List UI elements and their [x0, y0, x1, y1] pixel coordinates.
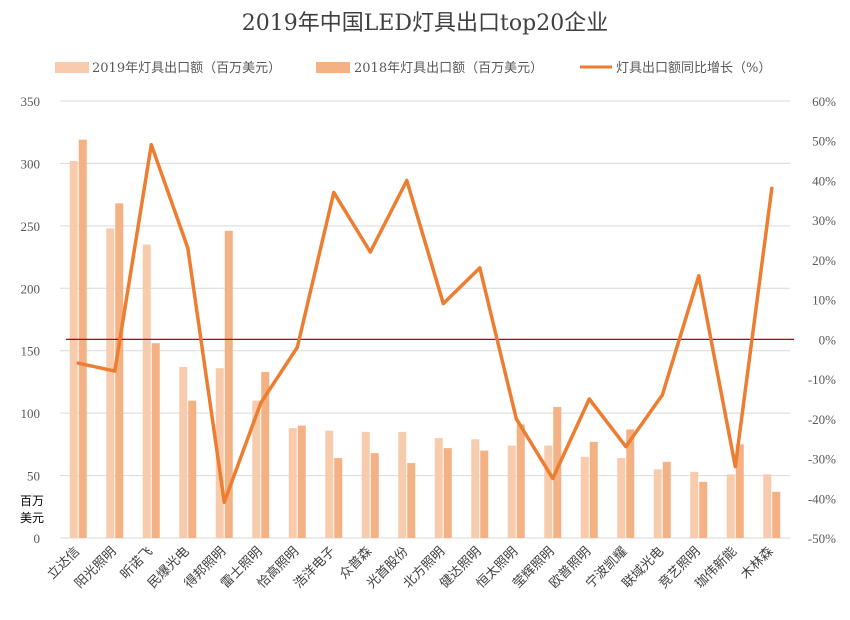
bar-2019 — [544, 445, 553, 538]
unit-label-line2: 美元 — [20, 511, 44, 525]
category-labels: 立达信阳光照明昕诺飞民爆光电得邦照明雷士照明恰高照明浩洋电子众普森光首股份北方照… — [45, 544, 777, 592]
bar-2019 — [69, 160, 78, 538]
right-tick-label: -10% — [808, 372, 836, 387]
right-tick-label: 10% — [812, 293, 836, 308]
growth-point — [660, 393, 664, 397]
bar-2018 — [261, 371, 270, 538]
growth-point — [149, 143, 153, 147]
bar-2019 — [580, 456, 589, 538]
growth-point — [770, 186, 774, 190]
right-tick-label: -40% — [808, 491, 836, 506]
bar-2018 — [443, 448, 452, 538]
growth-polyline — [76, 142, 774, 504]
legend-label-2019: 2019年灯具出口额（百万美元） — [92, 61, 281, 76]
bar-2019 — [507, 445, 516, 538]
unit-label-line1: 百万 — [20, 494, 44, 508]
growth-point — [587, 397, 591, 401]
right-tick-label: 30% — [812, 213, 836, 228]
growth-point — [405, 178, 409, 182]
bar-2019 — [653, 469, 662, 538]
bar-2019 — [325, 430, 334, 538]
bar-2019 — [726, 474, 735, 538]
chart-title: 2019年中国LED灯具出口top20企业 — [242, 11, 608, 36]
bar-2019 — [215, 368, 224, 538]
right-tick-label: -20% — [808, 412, 836, 427]
bar-2018 — [297, 425, 306, 538]
bar-2018 — [626, 429, 635, 538]
bar-2018 — [151, 343, 160, 538]
bar-2019 — [179, 366, 188, 538]
growth-point — [295, 345, 299, 349]
bar-2018 — [662, 461, 671, 538]
left-axis-ticks: 0 50 100 150 200 250 300 350 — [21, 94, 41, 546]
bar-2018 — [735, 444, 744, 538]
growth-point — [76, 361, 80, 365]
bar-2019 — [361, 431, 370, 538]
growth-point — [368, 250, 372, 254]
legend-swatch-2019 — [55, 62, 89, 73]
bar-2018 — [115, 203, 124, 538]
bar-2018 — [480, 450, 489, 538]
bar-2019 — [690, 471, 699, 538]
growth-point — [332, 190, 336, 194]
bar-2018 — [224, 230, 233, 538]
bar-2019 — [142, 244, 151, 539]
bar-2019 — [471, 439, 480, 538]
left-tick-label: 300 — [21, 156, 41, 171]
right-tick-label: 40% — [812, 173, 836, 188]
gridlines — [60, 100, 790, 539]
bars — [69, 139, 781, 539]
bar-2019 — [252, 400, 261, 538]
bar-2019 — [288, 428, 297, 538]
growth-line — [76, 142, 774, 504]
left-axis-unit: 百万 美元 — [20, 494, 44, 525]
right-tick-label: 0% — [819, 332, 837, 347]
left-tick-label: 150 — [21, 344, 41, 359]
growth-point — [259, 401, 263, 405]
bar-2018 — [589, 441, 598, 538]
bar-2018 — [407, 463, 416, 538]
left-tick-label: 250 — [21, 219, 41, 234]
legend-label-growth: 灯具出口额同比增长（%） — [616, 61, 771, 76]
bar-2019 — [763, 474, 772, 538]
bar-2019 — [617, 458, 626, 538]
right-tick-label: -30% — [808, 452, 836, 467]
growth-point — [478, 266, 482, 270]
bar-2019 — [434, 438, 443, 538]
left-tick-label: 50 — [27, 469, 40, 484]
bar-2019 — [106, 228, 115, 538]
left-tick-label: 200 — [21, 281, 41, 296]
growth-point — [514, 417, 518, 421]
growth-point — [551, 476, 555, 480]
legend-label-2018: 2018年灯具出口额（百万美元） — [354, 61, 543, 76]
category-label: 木林森 — [738, 544, 776, 582]
bar-2018 — [188, 400, 197, 538]
growth-point — [733, 464, 737, 468]
legend-swatch-2018 — [316, 62, 350, 73]
legend: 2019年灯具出口额（百万美元） 2018年灯具出口额（百万美元） 灯具出口额同… — [55, 61, 771, 76]
growth-point — [624, 445, 628, 449]
growth-point — [113, 369, 117, 373]
right-tick-label: 20% — [812, 253, 836, 268]
left-tick-label: 0 — [34, 531, 41, 546]
bar-2019 — [398, 431, 407, 538]
right-tick-label: 50% — [812, 134, 836, 149]
left-tick-label: 100 — [21, 406, 41, 421]
growth-point — [186, 246, 190, 250]
bar-2018 — [334, 458, 343, 538]
bar-2018 — [516, 424, 525, 538]
growth-point — [441, 302, 445, 306]
bar-2018 — [699, 481, 708, 538]
growth-point — [697, 274, 701, 278]
right-tick-label: -50% — [808, 531, 836, 546]
right-axis-ticks: 60% 50% 40% 30% 20% 10% 0% -10% -20% -30% -40% -50% — [808, 94, 836, 546]
growth-point — [222, 500, 226, 504]
left-tick-label: 350 — [21, 94, 41, 109]
bar-2018 — [772, 491, 781, 538]
right-tick-label: 60% — [812, 94, 836, 109]
bar-2018 — [370, 453, 379, 538]
